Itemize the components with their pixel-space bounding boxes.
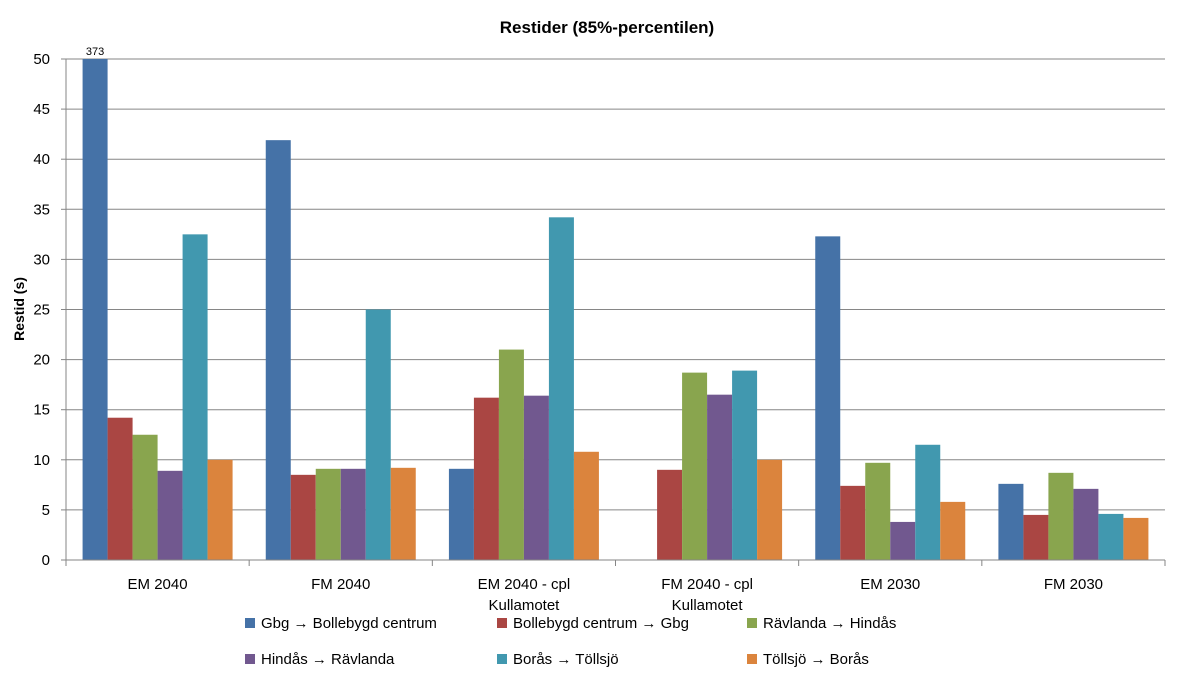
gridlines (61, 58, 1165, 561)
bar (340, 468, 366, 560)
axes (65, 59, 1166, 566)
legend-label: Gbg → Bollebygd centrum (261, 615, 437, 632)
bar (448, 468, 474, 560)
bar (1048, 472, 1074, 560)
y-tick-label: 20 (33, 352, 50, 369)
bar (890, 521, 916, 560)
y-tick-label: 0 (42, 552, 50, 569)
bar (523, 395, 549, 560)
legend-swatch (497, 618, 507, 628)
y-tick-label: 35 (33, 201, 50, 218)
bar (915, 444, 941, 560)
bar (1073, 488, 1099, 560)
legend-item: Töllsjö → Borås (747, 651, 869, 668)
bar (265, 140, 291, 561)
x-tick-label: FM 2040 - cpl Kullamotet (661, 576, 753, 614)
bar (498, 349, 524, 560)
bar (315, 468, 341, 560)
bar (132, 434, 158, 560)
y-tick-label: 30 (33, 251, 50, 268)
x-tick-label: EM 2040 (128, 576, 188, 593)
bar (390, 467, 416, 560)
legend-swatch (747, 654, 757, 664)
x-tick-label: FM 2040 (311, 576, 370, 593)
bars (82, 59, 1149, 561)
y-tick-label: 45 (33, 101, 50, 118)
bar (1123, 517, 1149, 560)
y-tick-label: 5 (42, 502, 50, 519)
x-tick-label: EM 2030 (860, 576, 920, 593)
bar (1098, 513, 1124, 560)
legend-item: Rävlanda → Hindås (747, 615, 896, 632)
bar (940, 501, 966, 560)
y-tick-label: 50 (33, 51, 50, 68)
bar (573, 451, 599, 560)
legend-item: Bollebygd centrum → Gbg (497, 615, 689, 632)
bar (815, 236, 841, 560)
bar (207, 459, 233, 560)
legend-swatch (245, 654, 255, 664)
bar (732, 370, 758, 560)
legend-label: Hindås → Rävlanda (261, 651, 395, 668)
y-tick-label: 25 (33, 302, 50, 319)
bar (840, 485, 866, 560)
x-tick-label: EM 2040 - cpl Kullamotet (478, 576, 571, 614)
bar (107, 417, 133, 560)
bar (998, 483, 1024, 560)
bar (82, 59, 108, 560)
bar (548, 217, 574, 561)
bar (473, 397, 499, 560)
y-tick-label: 15 (33, 402, 50, 419)
legend-label: Rävlanda → Hindås (763, 615, 897, 632)
x-tick-label: FM 2030 (1044, 576, 1103, 593)
legend-swatch (245, 618, 255, 628)
legend-label: Bollebygd centrum → Gbg (513, 615, 689, 632)
bar (1023, 514, 1049, 560)
bar (157, 470, 183, 560)
legend-item: Gbg → Bollebygd centrum (245, 615, 437, 632)
legend-item: Hindås → Rävlanda (245, 651, 394, 668)
data-labels: 373 (86, 46, 104, 58)
bar (182, 234, 208, 560)
bar (757, 459, 783, 560)
bar (707, 394, 733, 560)
chart-title: Restider (85%-percentilen) (500, 18, 714, 37)
bar (657, 469, 683, 560)
legend-label: Töllsjö → Borås (763, 651, 869, 668)
bar (865, 462, 891, 560)
bar (365, 309, 391, 560)
bar (290, 474, 316, 560)
bar (682, 372, 708, 560)
legend-swatch (747, 618, 757, 628)
y-tick-label: 10 (33, 452, 50, 469)
y-tick-labels: 0 5 10 15 20 25 30 35 40 45 50 (33, 51, 50, 569)
bar-chart: Restider (85%-percentilen) Restid (s) 0 5… (11, 18, 1166, 614)
x-category-labels: EM 2040 FM 2040 EM 2040 - cpl Kullamotet FM … (128, 576, 1103, 614)
data-label: 373 (86, 46, 104, 58)
y-tick-label: 40 (33, 151, 50, 168)
y-axis-label: Restid (s) (11, 277, 27, 341)
legend-label: Borås → Töllsjö (513, 651, 619, 668)
legend-swatch (497, 654, 507, 664)
legend-item: Borås → Töllsjö (497, 651, 619, 668)
